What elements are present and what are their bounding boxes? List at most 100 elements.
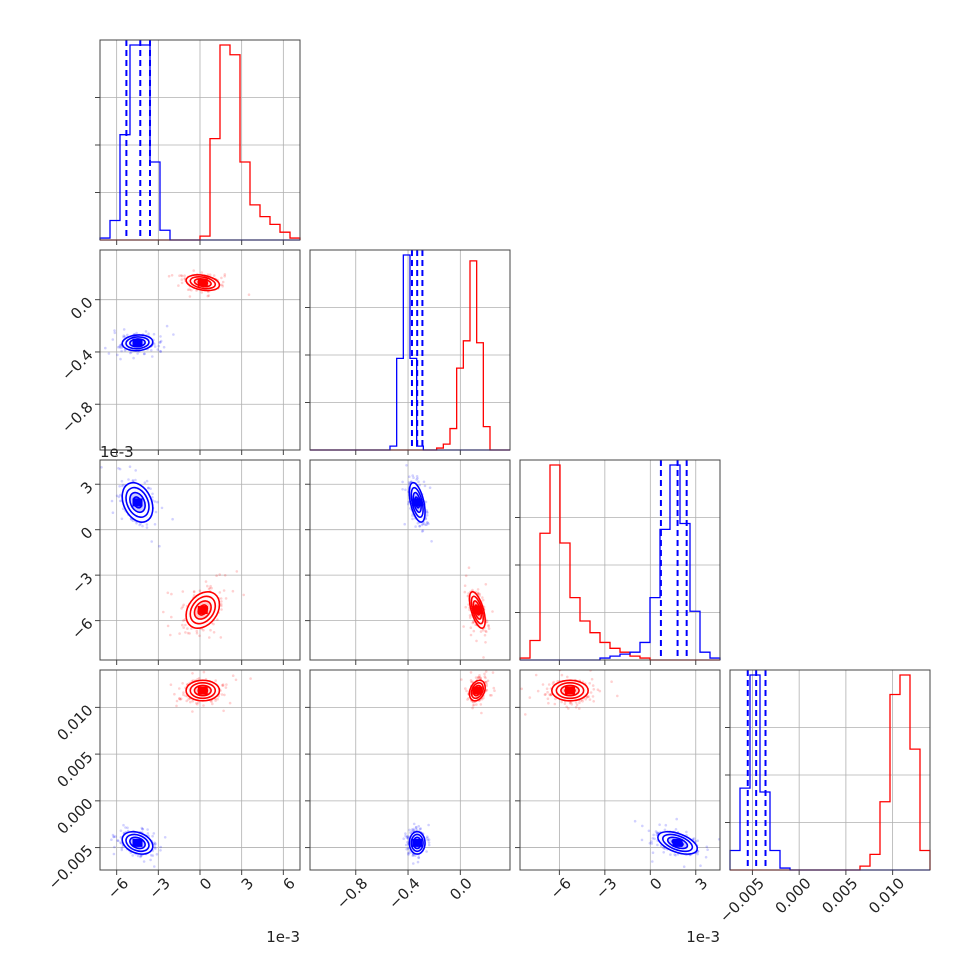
scatter-point: [184, 623, 187, 627]
scatter-point: [119, 357, 122, 361]
scatter-point: [485, 620, 489, 623]
scatter-point: [472, 629, 476, 633]
scatter-point: [464, 687, 467, 690]
scatter-point: [196, 702, 199, 706]
scatter-point: [427, 843, 431, 847]
scatter-point: [427, 522, 430, 526]
scatter-point: [234, 678, 238, 682]
scatter-point: [162, 610, 165, 614]
scatter-point: [186, 627, 189, 630]
scatter-point: [598, 689, 602, 693]
scatter-point: [584, 697, 587, 701]
scatter-point: [413, 854, 417, 857]
scatter-point: [475, 703, 478, 706]
scatter-point: [575, 703, 579, 707]
scatter-point: [570, 703, 574, 706]
scatter-point: [147, 486, 150, 490]
scatter-point: [131, 854, 134, 857]
scatter-point: [415, 828, 418, 831]
x-tick-label: 0: [646, 874, 665, 893]
y-tick-label: −0.005: [45, 841, 97, 893]
scatter-point: [220, 603, 223, 606]
scatter-point: [485, 630, 488, 633]
scatter-point: [588, 682, 591, 685]
scatter-point: [463, 590, 467, 594]
scatter-point: [118, 493, 122, 497]
scatter-point: [182, 603, 185, 607]
scatter-point: [178, 632, 181, 635]
scatter-point: [128, 465, 132, 469]
scatter-point: [120, 346, 123, 349]
scatter-point: [406, 836, 410, 839]
scatter-point: [426, 521, 430, 525]
scatter-point: [111, 833, 115, 837]
density-peak-blue: [412, 498, 423, 507]
scatter-point: [179, 697, 183, 701]
scatter-point: [484, 583, 488, 586]
scatter-point: [214, 699, 217, 702]
scatter-point: [547, 701, 550, 705]
scatter-point: [419, 827, 423, 830]
scatter-point: [120, 479, 124, 483]
scatter-point: [120, 484, 124, 488]
y-tick-label: 0.0: [67, 293, 97, 323]
scatter-point: [471, 621, 475, 625]
scatter-point: [404, 834, 407, 838]
grid: [100, 250, 300, 450]
scatter-point: [487, 624, 490, 627]
scatter-point: [186, 631, 190, 635]
scatter-point: [154, 510, 158, 514]
scatter-point: [126, 333, 129, 337]
scatter-point: [546, 697, 550, 700]
scatter-point: [214, 679, 217, 682]
scatter-point: [476, 591, 480, 595]
scatter-point: [411, 517, 414, 521]
x-tick-label: 0.010: [865, 874, 908, 917]
scatter-point: [221, 284, 224, 288]
scatter-point: [406, 835, 409, 838]
scatter-point: [150, 540, 153, 543]
scatter-point: [206, 294, 210, 298]
scatter-point: [88, 478, 91, 481]
x-tick-label: −6: [547, 874, 575, 902]
histogram-blue: [310, 254, 510, 451]
scatter-point: [223, 574, 227, 577]
scatter-point: [648, 841, 652, 845]
scatter-point: [129, 350, 133, 354]
scatter-point: [574, 701, 578, 704]
scatter-point: [587, 695, 590, 698]
scatter-point: [410, 828, 414, 831]
x-tick-label: −0.8: [333, 874, 371, 912]
scatter-point: [483, 672, 486, 676]
scatter-point: [552, 680, 555, 684]
scatter-point: [589, 691, 593, 694]
scatter-point: [110, 838, 113, 841]
scatter-point: [211, 702, 214, 706]
scatter-point: [560, 700, 563, 704]
scatter-point: [166, 624, 170, 628]
scatter-point: [100, 466, 103, 469]
scatter-point: [420, 523, 424, 527]
scatter-point: [417, 856, 421, 859]
scatter-point: [192, 590, 196, 594]
scatter-point: [135, 331, 138, 335]
scatter-point: [418, 525, 421, 528]
scatter-point: [209, 628, 212, 632]
scatter-point: [482, 696, 485, 700]
scatter-point: [468, 616, 472, 619]
scatter-point: [491, 610, 494, 613]
scatter-point: [146, 832, 150, 835]
scatter-point: [165, 324, 169, 328]
scatter-point: [596, 688, 600, 691]
scatter-point: [113, 331, 117, 335]
scatter-point: [180, 278, 184, 281]
scatter-point: [195, 629, 199, 633]
scatter-point: [425, 523, 428, 526]
scatter-point: [216, 697, 219, 701]
scatter-point: [590, 664, 593, 667]
scatter-point: [131, 519, 135, 522]
scatter-point: [421, 529, 425, 532]
scatter-point: [591, 684, 595, 687]
scatter-point: [464, 605, 468, 609]
scatter-point: [170, 615, 173, 619]
